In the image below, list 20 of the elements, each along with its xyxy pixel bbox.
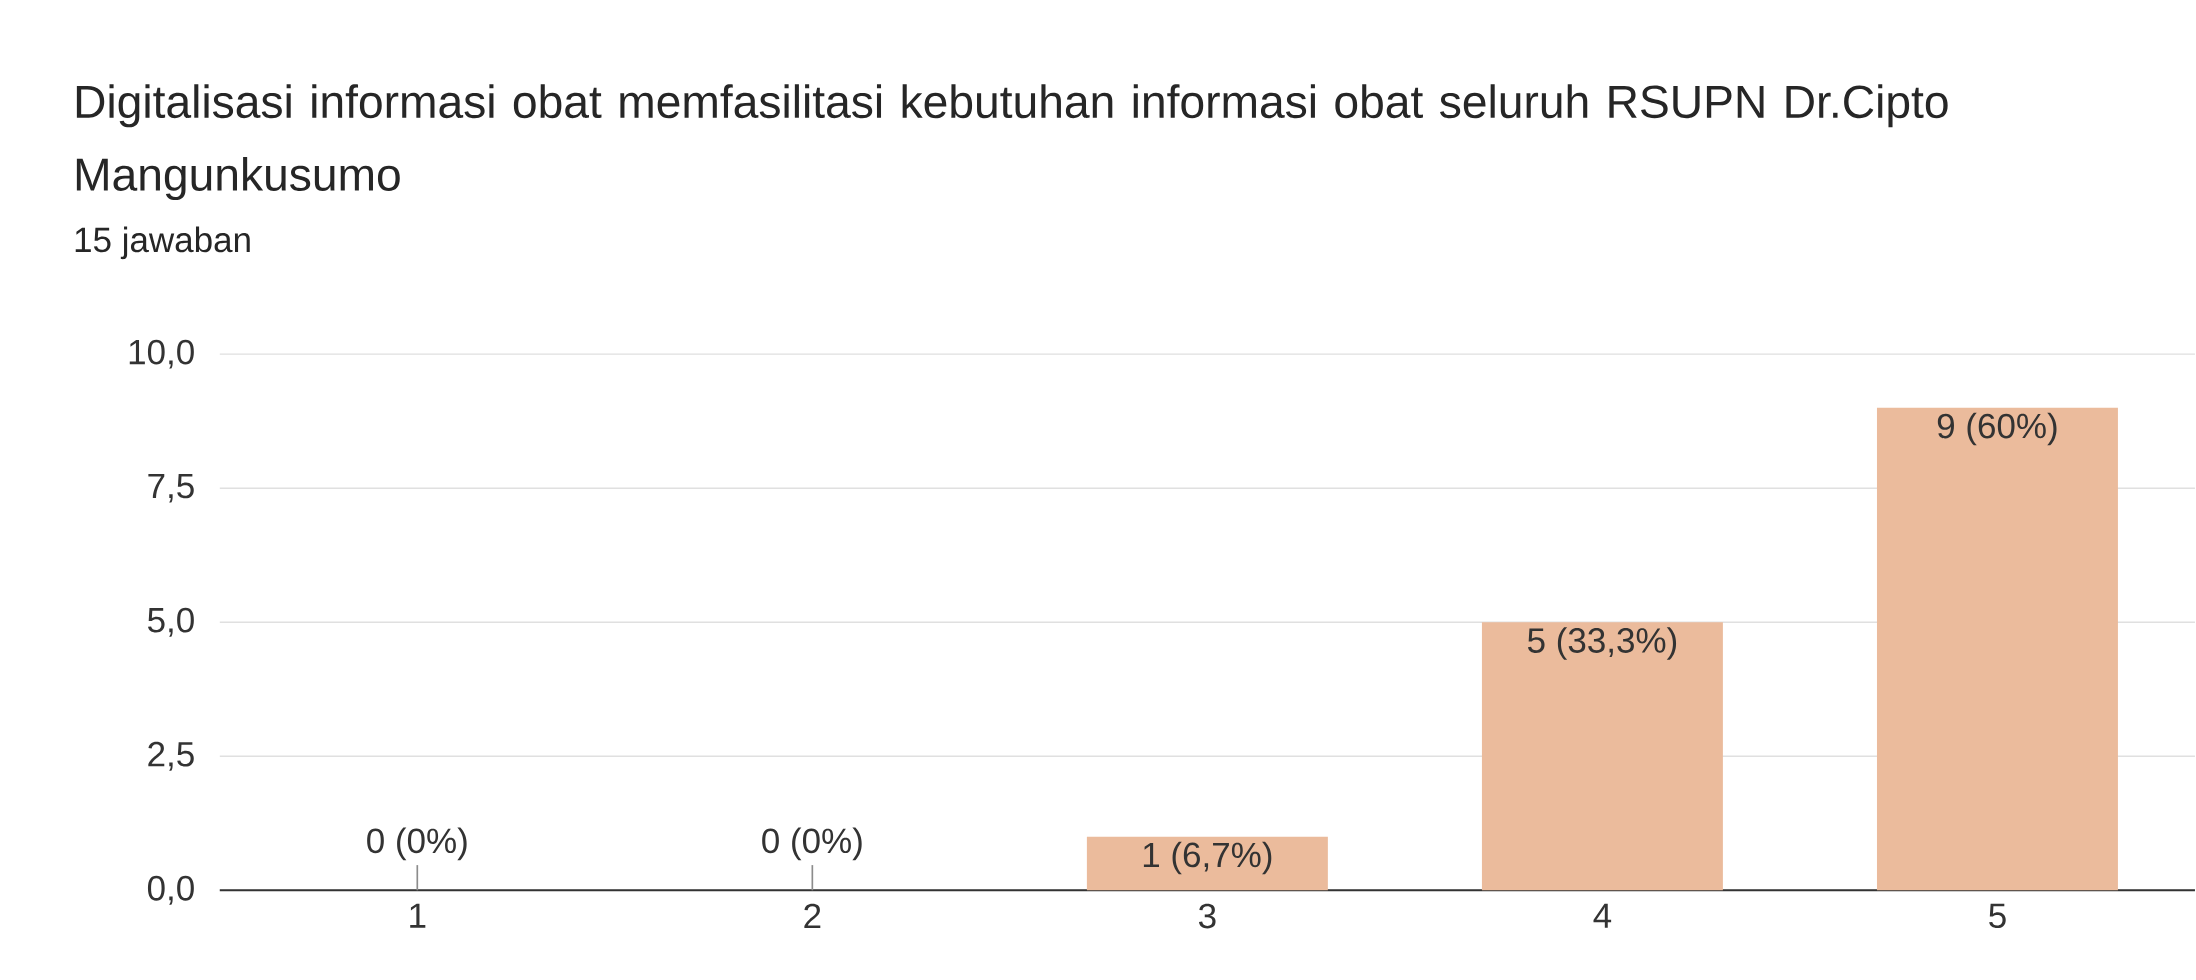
x-tick-label: 3 — [1198, 903, 1216, 929]
y-tick-label: 5,0 — [147, 607, 194, 637]
x-tick-label: 1 — [410, 903, 426, 928]
x-tick-label: 4 — [1593, 903, 1612, 928]
data-label: 1 (6,7%) — [1143, 841, 1272, 875]
data-label: 9 (60%) — [1937, 412, 2057, 446]
y-tick-label: 2,5 — [148, 741, 194, 771]
data-label: 5 (33,3%) — [1527, 627, 1677, 660]
x-tick-label: 2 — [804, 903, 821, 929]
x-tick-label: 5 — [1989, 903, 2006, 929]
chart-title: Digitalisasi informasi obat memfasilitasi kebutuhan informasi obat seluruh RSUPN Dr.Cipto Mangunkusumo — [76, 84, 1948, 201]
y-tick-label: 7,5 — [148, 473, 194, 503]
data-label: 0 (0%) — [367, 827, 467, 861]
y-tick-label: 10,0 — [129, 339, 194, 369]
bar — [1481, 622, 1723, 891]
y-tick-label: 0,0 — [147, 875, 194, 905]
data-label: 0 (0%) — [762, 827, 862, 861]
bar — [1086, 836, 1328, 891]
bar — [1876, 407, 2118, 891]
chart-subtitle: 15 jawaban — [75, 226, 250, 260]
